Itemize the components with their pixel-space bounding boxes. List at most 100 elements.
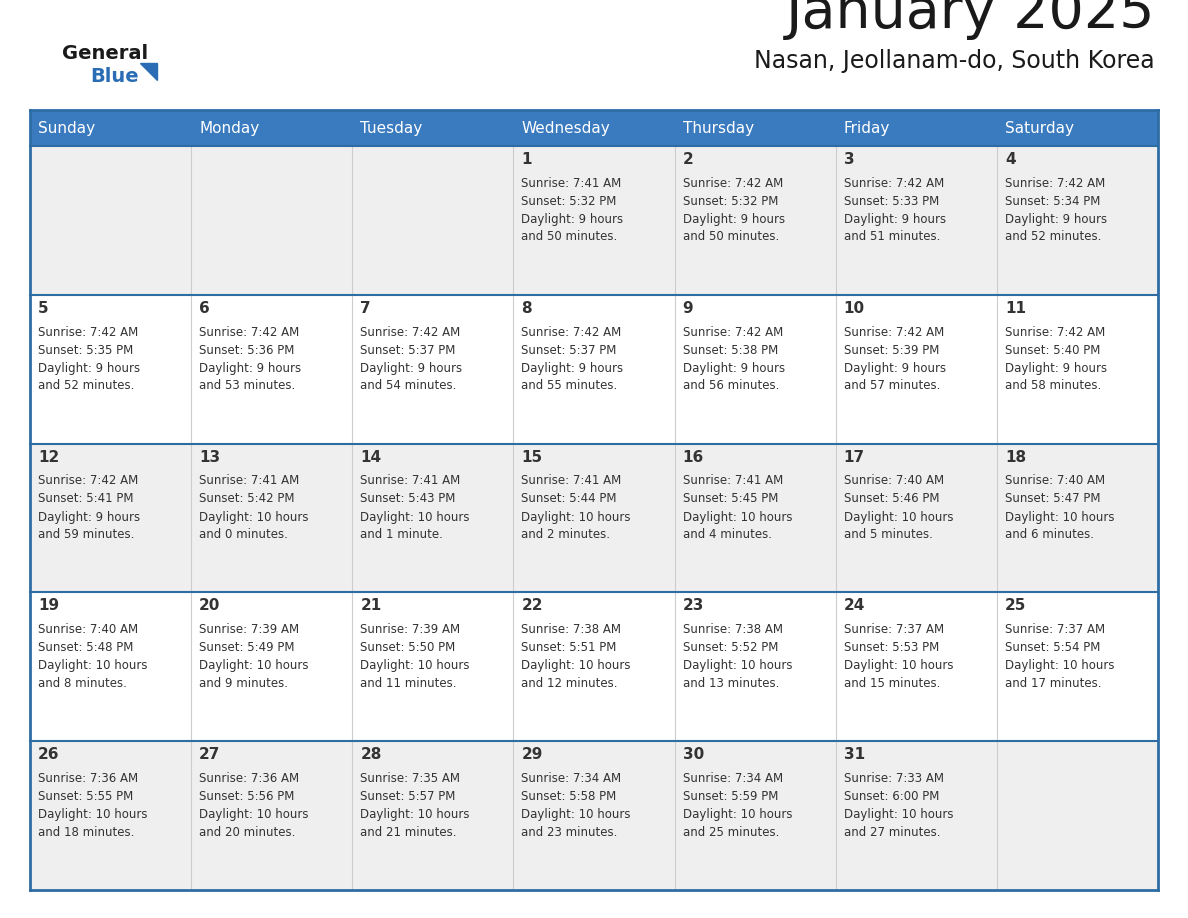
Bar — [997, 110, 1158, 146]
Bar — [30, 146, 1158, 295]
Text: Daylight: 10 hours: Daylight: 10 hours — [38, 808, 147, 822]
Text: Sunset: 5:52 PM: Sunset: 5:52 PM — [683, 642, 778, 655]
Text: Daylight: 10 hours: Daylight: 10 hours — [683, 808, 792, 822]
Text: Sunrise: 7:42 AM: Sunrise: 7:42 AM — [38, 475, 138, 487]
Text: 10: 10 — [843, 301, 865, 316]
Text: and 8 minutes.: and 8 minutes. — [38, 677, 127, 689]
Text: Sunset: 5:41 PM: Sunset: 5:41 PM — [38, 492, 133, 506]
Text: Daylight: 9 hours: Daylight: 9 hours — [1005, 362, 1107, 375]
Text: Daylight: 10 hours: Daylight: 10 hours — [360, 659, 469, 673]
Text: and 54 minutes.: and 54 minutes. — [360, 379, 456, 392]
Text: Sunrise: 7:40 AM: Sunrise: 7:40 AM — [38, 623, 138, 636]
Text: Daylight: 10 hours: Daylight: 10 hours — [522, 808, 631, 822]
Text: and 11 minutes.: and 11 minutes. — [360, 677, 456, 689]
Text: Daylight: 9 hours: Daylight: 9 hours — [1005, 213, 1107, 226]
Text: Daylight: 9 hours: Daylight: 9 hours — [683, 362, 785, 375]
Text: Daylight: 10 hours: Daylight: 10 hours — [360, 808, 469, 822]
Text: General: General — [62, 44, 148, 63]
Text: and 25 minutes.: and 25 minutes. — [683, 825, 779, 838]
Text: Sunset: 5:42 PM: Sunset: 5:42 PM — [200, 492, 295, 506]
Text: 18: 18 — [1005, 450, 1026, 465]
Text: 24: 24 — [843, 599, 865, 613]
Text: and 20 minutes.: and 20 minutes. — [200, 825, 296, 838]
Text: and 56 minutes.: and 56 minutes. — [683, 379, 779, 392]
Text: Sunset: 5:59 PM: Sunset: 5:59 PM — [683, 790, 778, 803]
Text: 3: 3 — [843, 152, 854, 167]
Text: and 17 minutes.: and 17 minutes. — [1005, 677, 1101, 689]
Text: Sunrise: 7:37 AM: Sunrise: 7:37 AM — [843, 623, 943, 636]
Text: Sunset: 5:32 PM: Sunset: 5:32 PM — [522, 195, 617, 207]
Text: Sunrise: 7:42 AM: Sunrise: 7:42 AM — [1005, 177, 1105, 190]
Text: 22: 22 — [522, 599, 543, 613]
Text: and 57 minutes.: and 57 minutes. — [843, 379, 940, 392]
Text: Daylight: 10 hours: Daylight: 10 hours — [200, 510, 309, 523]
Text: Daylight: 9 hours: Daylight: 9 hours — [38, 362, 140, 375]
Text: Sunrise: 7:39 AM: Sunrise: 7:39 AM — [200, 623, 299, 636]
Text: Daylight: 10 hours: Daylight: 10 hours — [200, 808, 309, 822]
Text: Daylight: 10 hours: Daylight: 10 hours — [522, 510, 631, 523]
Text: Saturday: Saturday — [1005, 120, 1074, 136]
Text: 16: 16 — [683, 450, 703, 465]
Text: and 13 minutes.: and 13 minutes. — [683, 677, 779, 689]
Text: Sunrise: 7:41 AM: Sunrise: 7:41 AM — [522, 475, 621, 487]
Text: and 4 minutes.: and 4 minutes. — [683, 528, 771, 541]
Text: 23: 23 — [683, 599, 704, 613]
Bar — [191, 110, 353, 146]
Text: Daylight: 10 hours: Daylight: 10 hours — [522, 659, 631, 673]
Text: and 51 minutes.: and 51 minutes. — [843, 230, 940, 243]
Text: Daylight: 10 hours: Daylight: 10 hours — [38, 659, 147, 673]
Text: Daylight: 10 hours: Daylight: 10 hours — [843, 659, 953, 673]
Text: Daylight: 10 hours: Daylight: 10 hours — [843, 510, 953, 523]
Text: Sunset: 5:33 PM: Sunset: 5:33 PM — [843, 195, 939, 207]
Text: 26: 26 — [38, 747, 59, 762]
Text: Daylight: 10 hours: Daylight: 10 hours — [1005, 659, 1114, 673]
Text: Daylight: 9 hours: Daylight: 9 hours — [522, 213, 624, 226]
Text: 14: 14 — [360, 450, 381, 465]
Text: and 6 minutes.: and 6 minutes. — [1005, 528, 1094, 541]
Text: and 5 minutes.: and 5 minutes. — [843, 528, 933, 541]
Text: Monday: Monday — [200, 120, 259, 136]
Text: and 53 minutes.: and 53 minutes. — [200, 379, 296, 392]
Text: and 27 minutes.: and 27 minutes. — [843, 825, 940, 838]
Bar — [835, 110, 997, 146]
Text: Sunset: 5:32 PM: Sunset: 5:32 PM — [683, 195, 778, 207]
Text: Sunrise: 7:35 AM: Sunrise: 7:35 AM — [360, 772, 460, 785]
Text: Sunset: 5:37 PM: Sunset: 5:37 PM — [522, 343, 617, 357]
Text: Sunset: 5:56 PM: Sunset: 5:56 PM — [200, 790, 295, 803]
Text: Blue: Blue — [90, 67, 139, 86]
Text: 8: 8 — [522, 301, 532, 316]
Text: Daylight: 9 hours: Daylight: 9 hours — [360, 362, 462, 375]
Text: 29: 29 — [522, 747, 543, 762]
Text: Thursday: Thursday — [683, 120, 753, 136]
Bar — [675, 110, 835, 146]
Text: Sunrise: 7:42 AM: Sunrise: 7:42 AM — [360, 326, 461, 339]
Text: Sunrise: 7:38 AM: Sunrise: 7:38 AM — [522, 623, 621, 636]
Text: 25: 25 — [1005, 599, 1026, 613]
Text: Sunset: 5:51 PM: Sunset: 5:51 PM — [522, 642, 617, 655]
Text: Sunrise: 7:41 AM: Sunrise: 7:41 AM — [522, 177, 621, 190]
Text: Sunrise: 7:38 AM: Sunrise: 7:38 AM — [683, 623, 783, 636]
Text: 21: 21 — [360, 599, 381, 613]
Text: Sunrise: 7:41 AM: Sunrise: 7:41 AM — [360, 475, 461, 487]
Text: Sunset: 5:38 PM: Sunset: 5:38 PM — [683, 343, 778, 357]
Text: and 12 minutes.: and 12 minutes. — [522, 677, 618, 689]
Text: Sunset: 5:57 PM: Sunset: 5:57 PM — [360, 790, 456, 803]
Text: Sunrise: 7:42 AM: Sunrise: 7:42 AM — [843, 177, 944, 190]
Text: Sunrise: 7:42 AM: Sunrise: 7:42 AM — [683, 326, 783, 339]
Text: and 52 minutes.: and 52 minutes. — [1005, 230, 1101, 243]
Text: and 52 minutes.: and 52 minutes. — [38, 379, 134, 392]
Text: 12: 12 — [38, 450, 59, 465]
Text: Daylight: 9 hours: Daylight: 9 hours — [522, 362, 624, 375]
Text: Nasan, Jeollanam-do, South Korea: Nasan, Jeollanam-do, South Korea — [754, 49, 1155, 73]
Text: Sunset: 6:00 PM: Sunset: 6:00 PM — [843, 790, 939, 803]
Text: and 55 minutes.: and 55 minutes. — [522, 379, 618, 392]
Bar — [353, 110, 513, 146]
Text: 31: 31 — [843, 747, 865, 762]
Text: Sunrise: 7:40 AM: Sunrise: 7:40 AM — [843, 475, 943, 487]
Bar — [30, 110, 191, 146]
Text: 28: 28 — [360, 747, 381, 762]
Text: Sunset: 5:39 PM: Sunset: 5:39 PM — [843, 343, 939, 357]
Bar — [30, 443, 1158, 592]
Bar — [513, 110, 675, 146]
Text: 30: 30 — [683, 747, 703, 762]
